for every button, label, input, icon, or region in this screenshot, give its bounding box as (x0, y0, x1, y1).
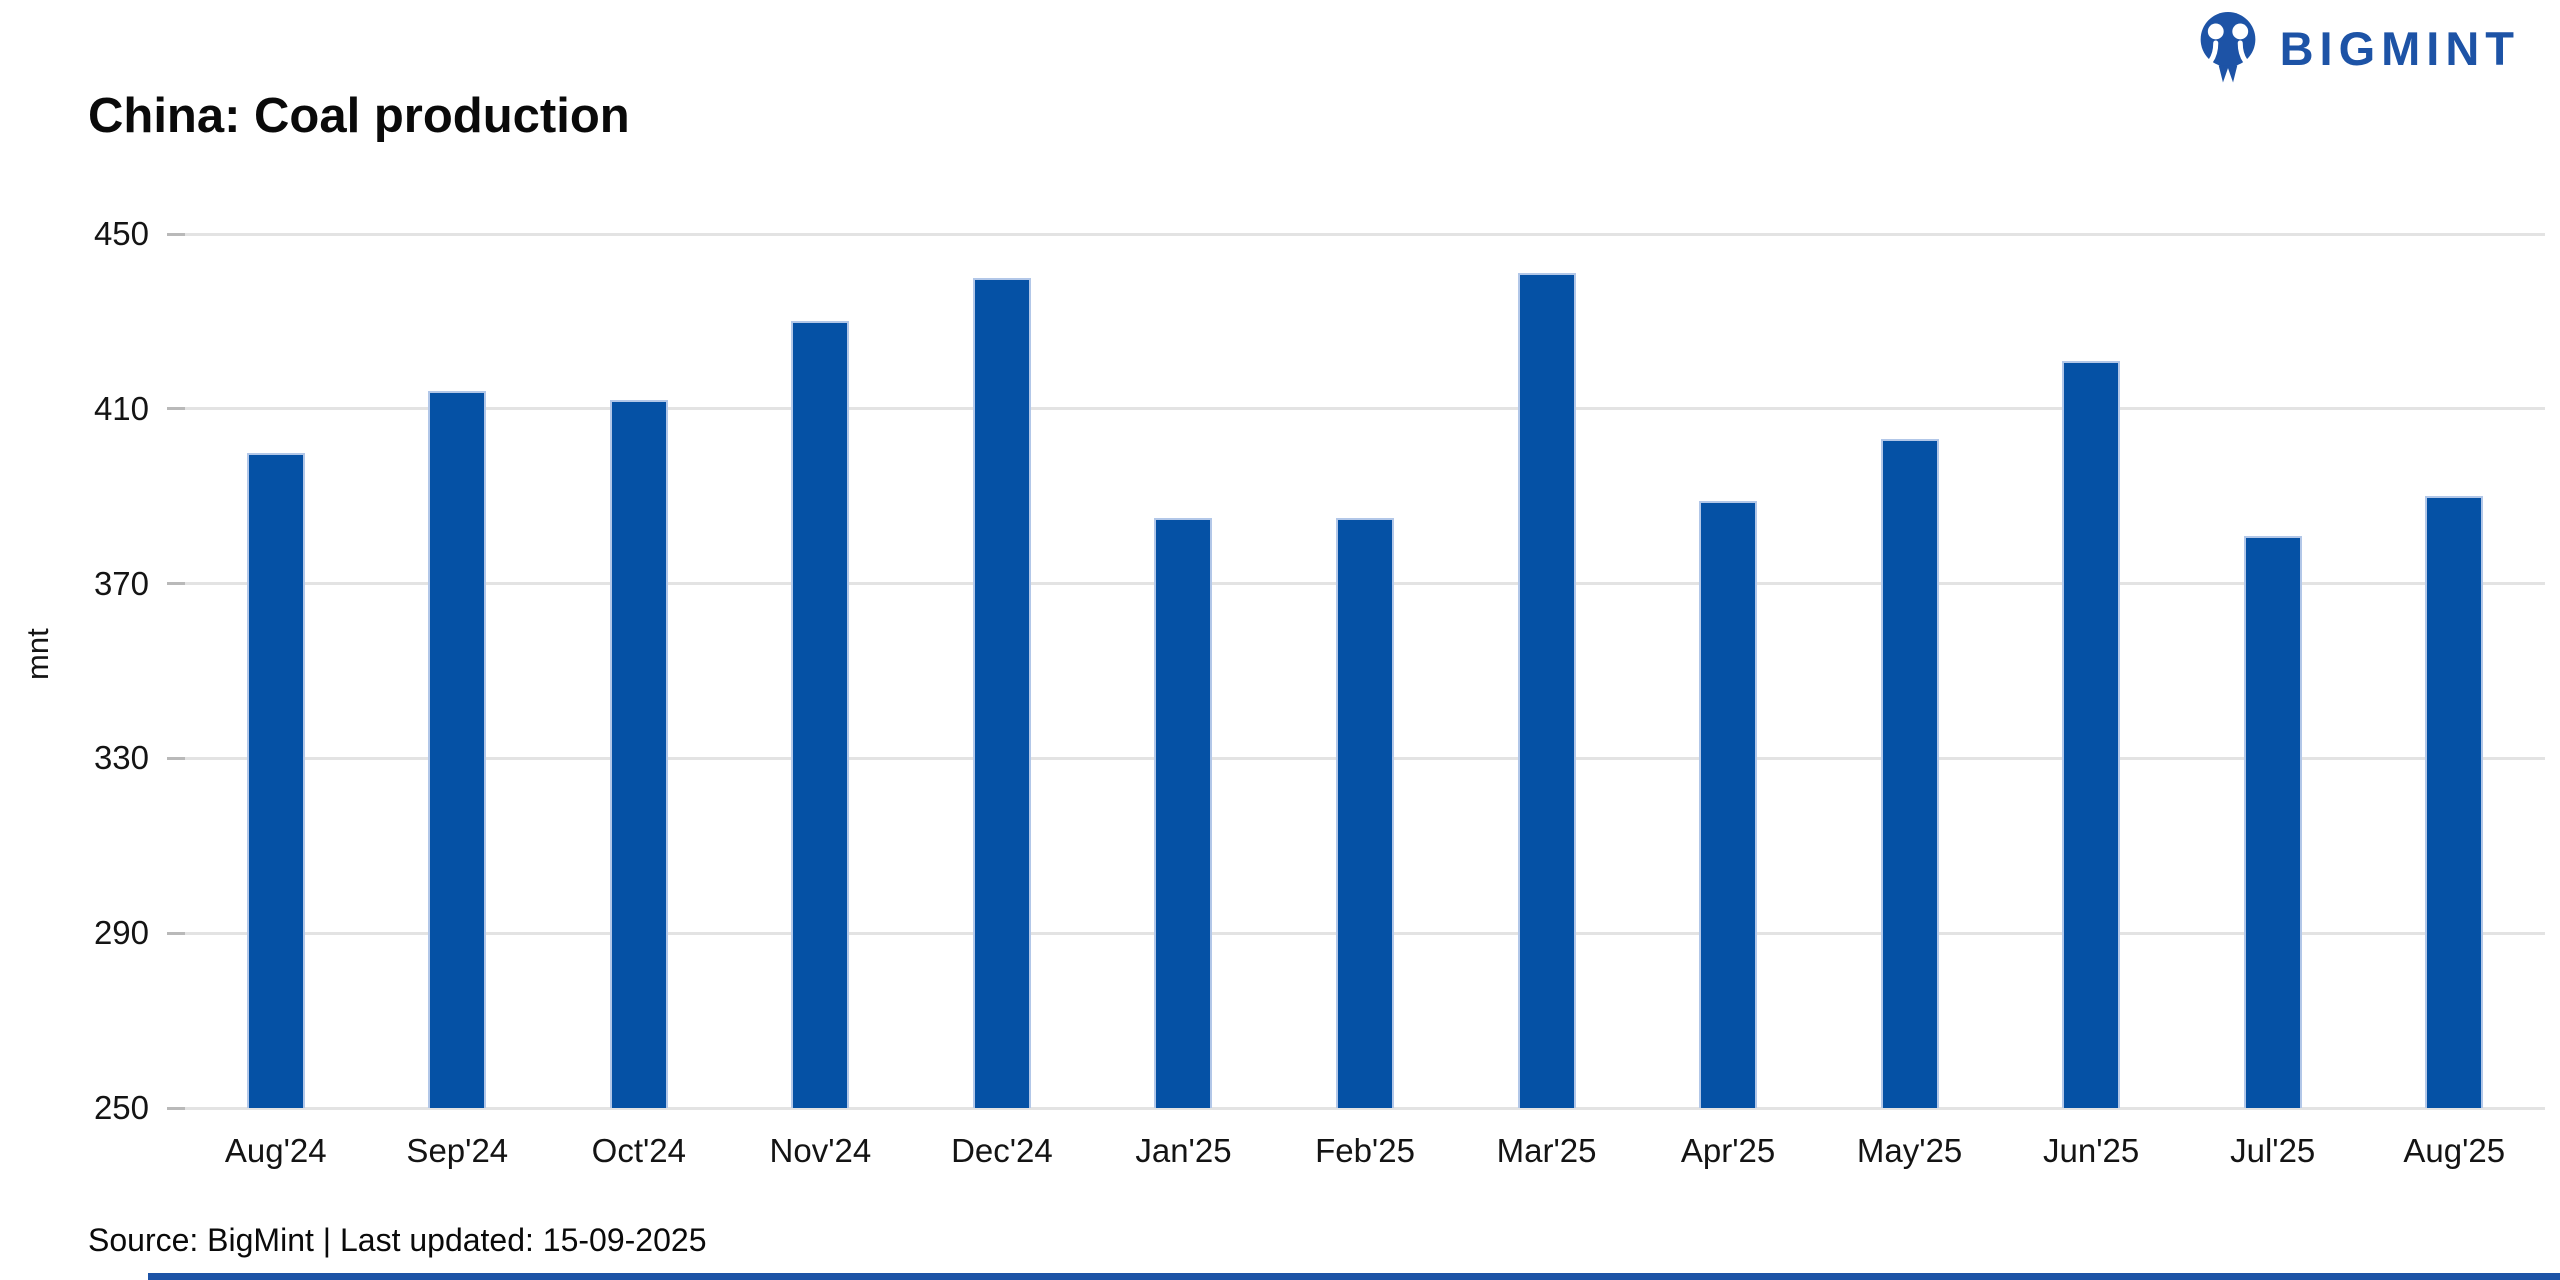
bigmint-logo-text: BIGMINT (2279, 21, 2520, 75)
bar (428, 391, 487, 1108)
plot-area: 250 290 330 370 410 450 Aug'24 Sep'24 Oct'24 Nov'… (94, 215, 2545, 1169)
y-axis-tick (167, 582, 185, 586)
x-tick-label: Mar'25 (1496, 1132, 1597, 1169)
bar (791, 321, 850, 1108)
y-tick-label: 370 (93, 564, 149, 602)
bar (1517, 273, 1576, 1108)
bigmint-logo: BIGMINT (2192, 10, 2520, 86)
y-tick-label: 330 (93, 739, 149, 777)
bar (972, 277, 1031, 1108)
bar (609, 400, 668, 1108)
bar (246, 452, 305, 1108)
y-tick-label: 250 (93, 1089, 149, 1126)
bar (1880, 439, 1939, 1108)
gridline (185, 232, 2545, 236)
y-tick-label: 450 (93, 215, 149, 252)
x-tick-label: Oct'24 (591, 1132, 687, 1169)
y-axis-title: mnt (20, 628, 55, 680)
x-tick-label: Jul'25 (2230, 1132, 2316, 1169)
footer-accent-strip (148, 1273, 2560, 1280)
gridline (185, 1106, 2545, 1110)
chart-title: China: Coal production (88, 89, 630, 143)
y-axis-tick (167, 232, 185, 236)
x-tick-label: Jan'25 (1135, 1132, 1232, 1169)
bar (2425, 496, 2484, 1108)
x-tick-label: Apr'25 (1680, 1132, 1776, 1169)
x-tick-label: Dec'24 (951, 1132, 1053, 1169)
bigmint-logo-icon (2200, 12, 2255, 83)
y-axis-tick (167, 407, 185, 411)
y-axis-tick (167, 756, 185, 760)
x-tick-label: Feb'25 (1315, 1132, 1415, 1169)
source-caption: Source: BigMint | Last updated: 15-09-20… (88, 1222, 707, 1258)
x-tick-label: Nov'24 (769, 1132, 872, 1169)
y-axis-tick (167, 931, 185, 935)
bar (1699, 500, 1758, 1108)
x-tick-label: Aug'25 (2403, 1132, 2506, 1169)
x-tick-label: Aug'24 (224, 1132, 327, 1169)
bar (2062, 360, 2121, 1108)
x-tick-label: Jun'25 (2043, 1132, 2140, 1169)
gridline (185, 407, 2545, 411)
bar (1336, 518, 1394, 1108)
x-tick-label: Sep'24 (406, 1132, 509, 1169)
bar (2243, 535, 2302, 1108)
y-tick-label: 290 (93, 914, 149, 952)
x-tick-label: May'25 (1856, 1132, 1963, 1169)
y-axis-tick (167, 1106, 185, 1110)
y-tick-label: 410 (93, 389, 149, 427)
bar (1154, 518, 1213, 1108)
